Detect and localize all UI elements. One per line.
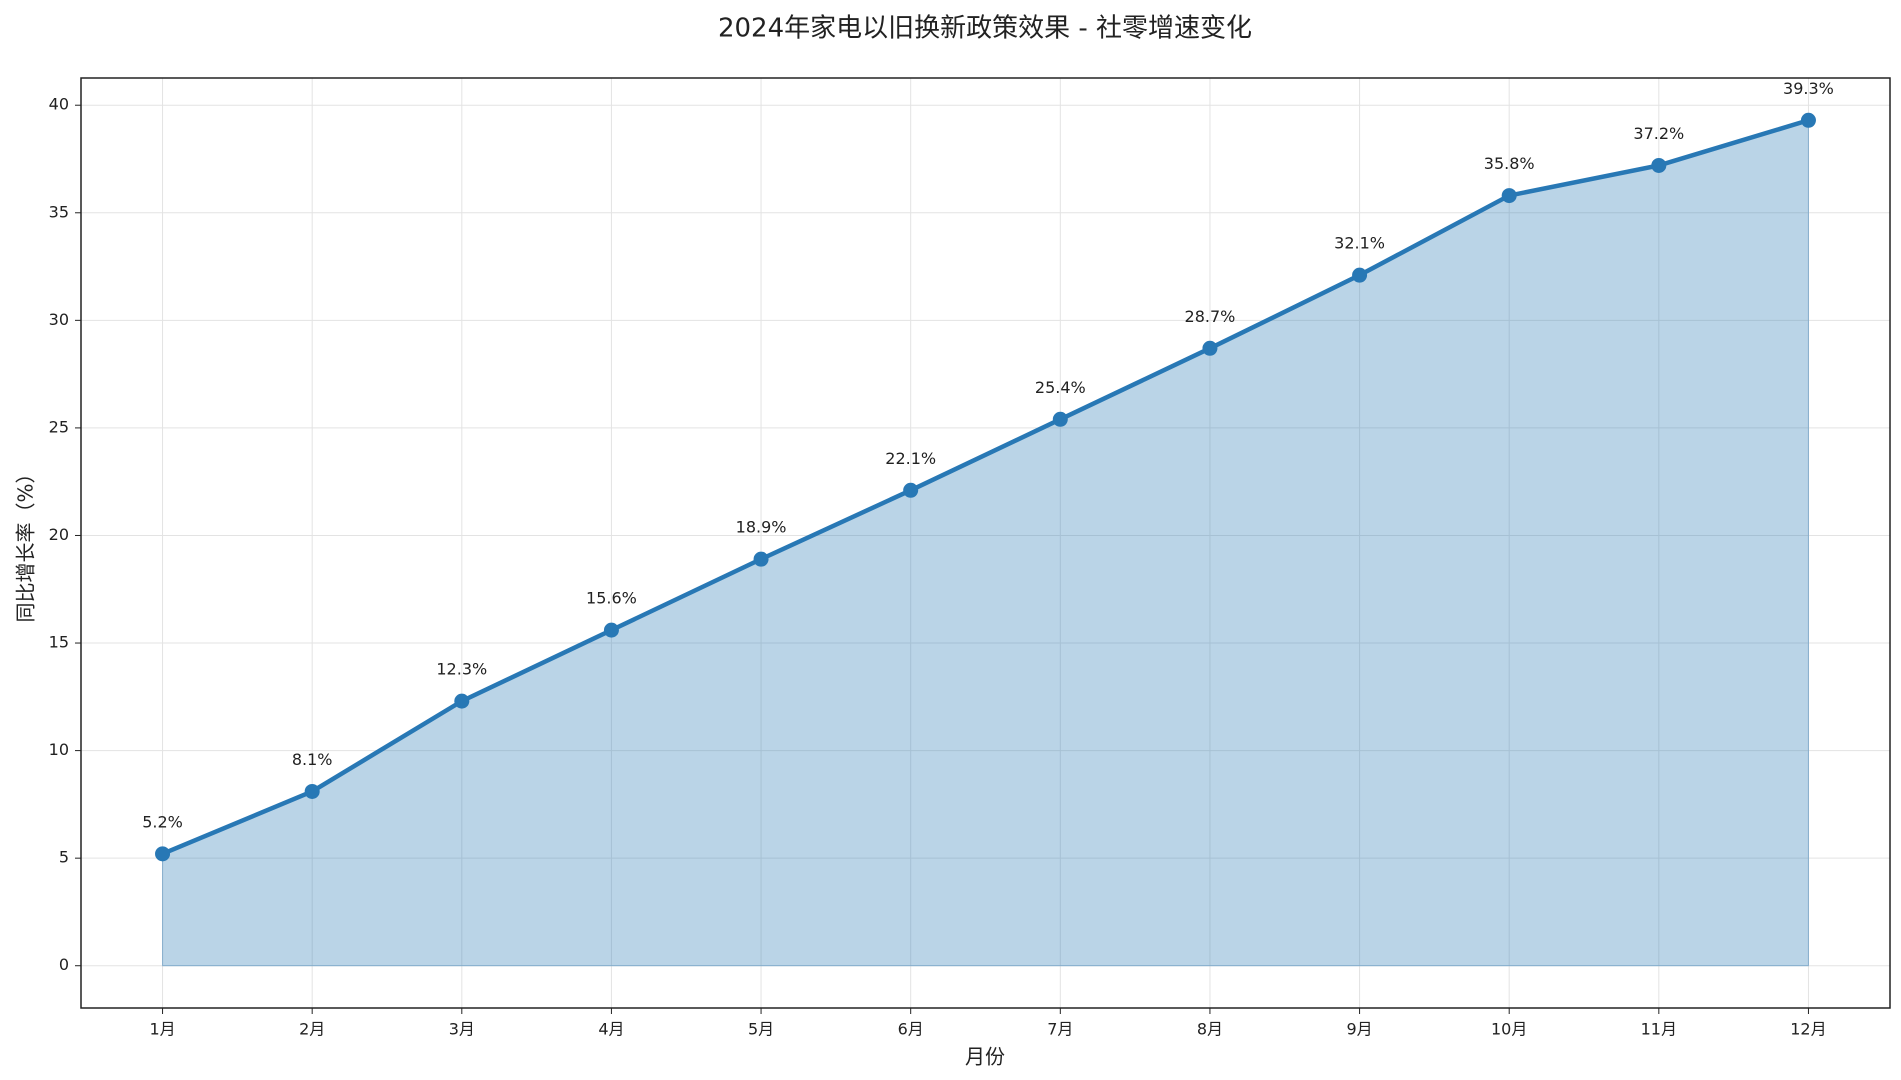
y-axis-label: 同比增长率（%）	[14, 463, 38, 622]
y-tick-label: 40	[49, 95, 69, 114]
x-tick-label: 8月	[1197, 1020, 1223, 1039]
value-label: 32.1%	[1334, 234, 1385, 253]
value-label: 8.1%	[292, 750, 333, 769]
chart-title: 2024年家电以旧换新政策效果 - 社零增速变化	[718, 14, 1252, 44]
x-tick-label: 1月	[149, 1020, 175, 1039]
marker	[454, 693, 470, 709]
value-label: 35.8%	[1484, 154, 1535, 173]
marker	[603, 622, 619, 638]
y-tick-label: 20	[49, 525, 69, 544]
x-tick-label: 4月	[598, 1020, 624, 1039]
marker	[304, 783, 320, 799]
x-tick-label: 6月	[898, 1020, 924, 1039]
x-tick-label: 12月	[1790, 1020, 1826, 1039]
marker	[1800, 112, 1816, 128]
value-label: 22.1%	[885, 449, 936, 468]
x-tick-label: 3月	[449, 1020, 475, 1039]
value-label: 37.2%	[1633, 124, 1684, 143]
x-axis-label: 月份	[965, 1045, 1005, 1069]
x-tick-label: 2月	[299, 1020, 325, 1039]
x-tick-label: 10月	[1491, 1020, 1527, 1039]
y-tick-label: 5	[59, 848, 69, 867]
marker	[753, 551, 769, 567]
x-tick-label: 7月	[1047, 1020, 1073, 1039]
x-tick-label: 9月	[1346, 1020, 1372, 1039]
marker	[1202, 340, 1218, 356]
x-tick-label: 11月	[1641, 1020, 1677, 1039]
marker	[903, 482, 919, 498]
value-label: 15.6%	[586, 589, 637, 608]
x-tick-label: 5月	[748, 1020, 774, 1039]
value-label: 12.3%	[436, 660, 487, 679]
value-label: 25.4%	[1035, 378, 1086, 397]
plot-frame	[80, 77, 1891, 1009]
marker	[155, 846, 171, 862]
marker	[1501, 188, 1517, 204]
marker	[1052, 411, 1068, 427]
marker	[1352, 267, 1368, 283]
y-tick-label: 15	[49, 633, 69, 652]
line	[161, 118, 1810, 856]
value-label: 39.3%	[1783, 79, 1834, 98]
marker	[1651, 157, 1667, 173]
value-label: 28.7%	[1185, 307, 1236, 326]
y-tick-label: 10	[49, 740, 69, 759]
y-tick-label: 35	[49, 202, 69, 221]
y-tick-label: 0	[59, 955, 69, 974]
value-label: 18.9%	[736, 518, 787, 537]
y-tick-label: 25	[49, 417, 69, 436]
value-label: 5.2%	[142, 812, 183, 831]
y-tick-label: 30	[49, 310, 69, 329]
